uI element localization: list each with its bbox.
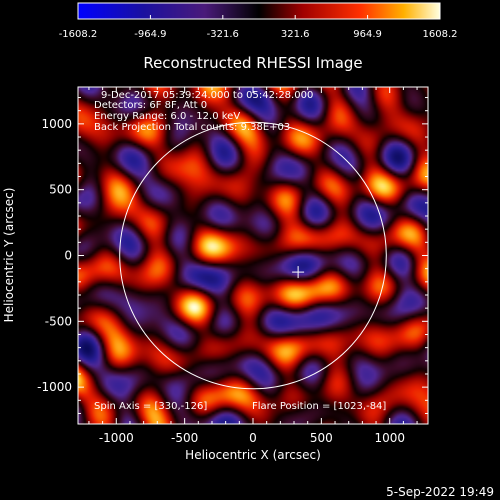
info-annotations: 9-Dec-2017 05:39:24.000 to 05:42:28.000 … — [94, 90, 386, 412]
y-tick-label: -1000 — [37, 380, 72, 394]
colorbar-tick-label: 1608.2 — [423, 29, 458, 40]
info-method-counts: Back Projection Total counts: 9.38E+03 — [94, 122, 290, 133]
colorbar-ticks: -1608.2 -964.9 -321.6 321.6 964.9 1608.2 — [59, 15, 458, 40]
solar-limb-circle — [119, 121, 387, 390]
info-energy-range: Energy Range: 6.0 - 12.0 keV — [94, 111, 240, 122]
colorbar-tick-label: -964.9 — [134, 29, 166, 40]
y-tick-label: -500 — [45, 314, 72, 328]
y-tick-label: 500 — [49, 183, 72, 197]
y-axis-label: Heliocentric Y (arcsec) — [2, 188, 16, 323]
back-projection-map — [78, 87, 428, 424]
colorbar-tick-label: -321.6 — [207, 29, 239, 40]
colorbar: -1608.2 -964.9 -321.6 321.6 964.9 1608.2 — [59, 2, 458, 40]
rhessi-image — [78, 87, 428, 424]
footer-date: 5-Sep-2022 19:49 — [386, 485, 494, 499]
spin-axis-marker — [292, 266, 305, 279]
x-tick-label: 500 — [310, 431, 333, 445]
info-time-range: 9-Dec-2017 05:39:24.000 to 05:42:28.000 — [101, 90, 313, 101]
colorbar-tick-label: 964.9 — [353, 29, 382, 40]
info-spin-axis: Spin Axis = [330,-126] — [94, 401, 207, 412]
info-flare-position: Flare Position = [1023,-84] — [252, 401, 386, 412]
colorbar-tick-label: 321.6 — [281, 29, 310, 40]
info-detectors: Detectors: 6F 8F, Att 0 — [94, 100, 207, 111]
y-tick-label: 0 — [64, 249, 72, 263]
plot-title: Reconstructed RHESSI Image — [143, 54, 362, 72]
x-tick-label: -500 — [171, 431, 198, 445]
axis-ticks: -1000 -500 0 500 1000 -1000 -500 0 500 1000 — [37, 87, 428, 445]
x-axis-label: Heliocentric X (arcsec) — [185, 448, 321, 462]
colorbar-tick-label: -1608.2 — [59, 29, 98, 40]
x-tick-label: 1000 — [374, 431, 405, 445]
x-tick-label: 0 — [249, 431, 257, 445]
colorbar-gradient — [77, 2, 441, 20]
x-tick-label: -1000 — [99, 431, 134, 445]
y-tick-label: 1000 — [41, 117, 72, 131]
